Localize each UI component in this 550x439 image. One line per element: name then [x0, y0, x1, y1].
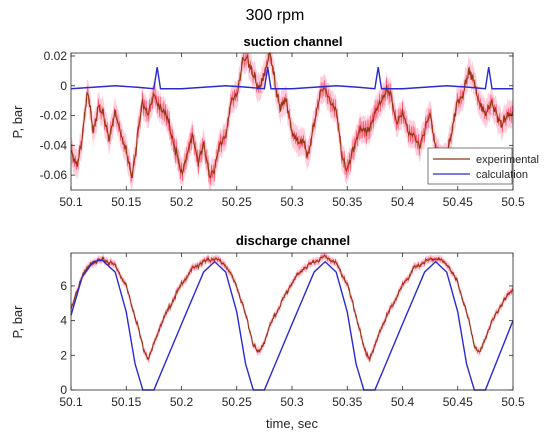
- xtick-label: 50.25: [222, 395, 252, 409]
- ytick-label: 0.02: [44, 49, 68, 63]
- ytick-label: 0: [60, 383, 67, 397]
- suction-ylabel: P, bar: [10, 105, 25, 139]
- discharge-panel: discharge channel 0 2 4 6 50.1 50.15 50.2 50.2…: [10, 233, 525, 431]
- ytick-label: -0.02: [40, 109, 68, 123]
- legend-box: [427, 147, 513, 185]
- xtick-label: 50.1: [59, 395, 83, 409]
- discharge-band: [70, 253, 514, 364]
- xtick-label: 50.3: [280, 195, 304, 209]
- discharge-title: discharge channel: [236, 233, 350, 248]
- discharge-xlabel: time, sec: [266, 416, 319, 431]
- xtick-label: 50.4: [391, 395, 415, 409]
- suction-yticks: -0.06 -0.04 -0.02 0 0.02: [40, 49, 513, 182]
- xtick-label: 50.45: [443, 195, 473, 209]
- discharge-series: [70, 254, 514, 391]
- noise-envelope: [71, 253, 513, 364]
- legend: experimental calculation: [427, 147, 539, 185]
- xtick-label: 50.25: [222, 195, 252, 209]
- xtick-label: 50.3: [280, 395, 304, 409]
- suction-panel: suction channel -0.06 -0.04 -0.02 0 0.02 50.…: [10, 34, 539, 209]
- xtick-label: 50.5: [501, 395, 525, 409]
- legend-label-calculation: calculation: [476, 169, 528, 181]
- discharge-yticks: 0 2 4 6: [60, 279, 513, 397]
- xtick-label: 50.4: [391, 195, 415, 209]
- series-line-experimental: [70, 254, 514, 362]
- ytick-label: 4: [60, 314, 67, 328]
- ytick-label: -0.04: [40, 138, 68, 152]
- discharge-ylabel: P, bar: [10, 305, 25, 339]
- xtick-label: 50.5: [501, 195, 525, 209]
- raw-signal-line: [70, 253, 514, 363]
- suction-title: suction channel: [244, 34, 343, 49]
- ytick-label: 6: [60, 279, 67, 293]
- ytick-label: -0.06: [40, 168, 68, 182]
- xtick-label: 50.35: [332, 195, 362, 209]
- xtick-label: 50.15: [111, 195, 141, 209]
- ytick-label: 0: [60, 79, 67, 93]
- suction-xticks: 50.1 50.15 50.2 50.25 50.3 50.35 50.4 50.45 50.5: [59, 53, 525, 209]
- xtick-label: 50.2: [170, 395, 194, 409]
- ytick-label: 2: [60, 348, 67, 362]
- xtick-label: 50.45: [443, 395, 473, 409]
- series-line-calculation: [70, 67, 513, 90]
- legend-label-experimental: experimental: [476, 154, 539, 166]
- figure-title: 300 rpm: [246, 7, 305, 24]
- xtick-label: 50.2: [170, 195, 194, 209]
- xtick-label: 50.1: [59, 195, 83, 209]
- series-line-calculation: [70, 259, 514, 391]
- xtick-label: 50.35: [332, 395, 362, 409]
- noise-envelope: [71, 53, 513, 190]
- xtick-label: 50.15: [111, 395, 141, 409]
- discharge-xticks: 50.1 50.15 50.2 50.25 50.3 50.35 50.4 50.45 50.5: [59, 253, 525, 409]
